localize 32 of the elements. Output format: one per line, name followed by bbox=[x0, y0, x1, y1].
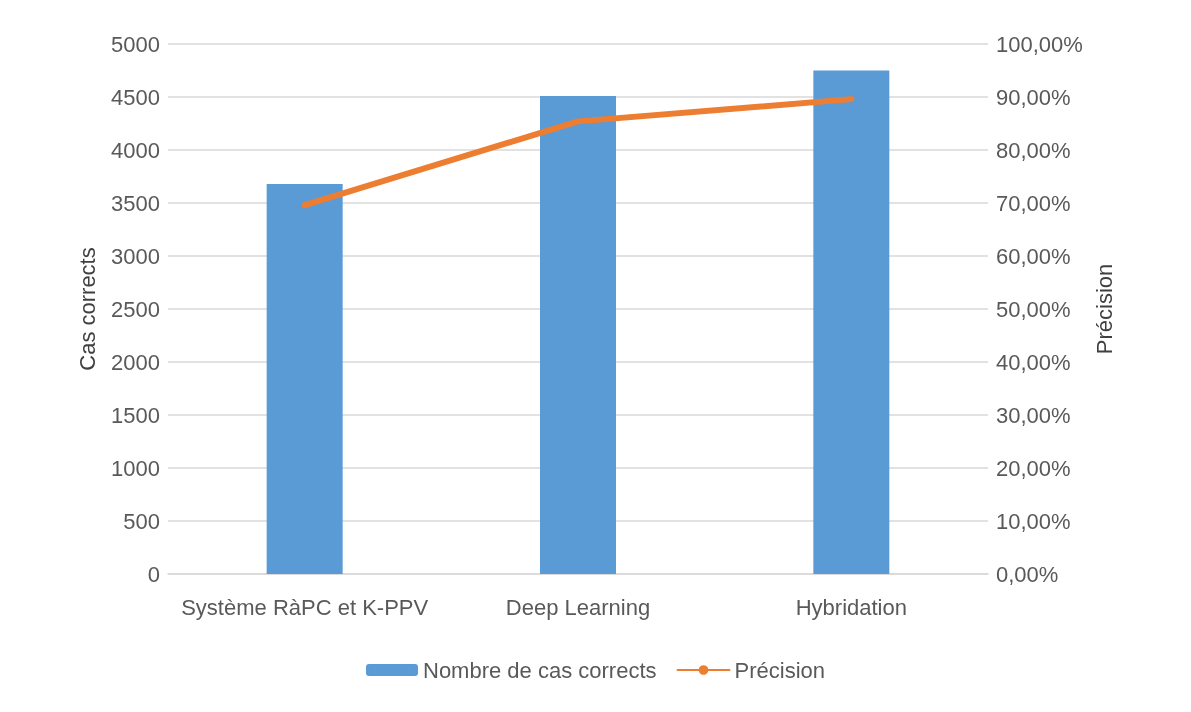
y-tick-label: 5000 bbox=[111, 31, 160, 57]
y2-tick-label: 30,00% bbox=[996, 402, 1071, 428]
y2-tick-label: 50,00% bbox=[996, 296, 1071, 322]
y-tick-label: 0 bbox=[147, 561, 160, 587]
y2-tick-label: 90,00% bbox=[996, 84, 1071, 110]
y-tick-label: 1500 bbox=[111, 402, 160, 428]
x-tick-label: Deep Learning bbox=[505, 594, 651, 620]
x-tick-label: Système RàPC et K-PPV bbox=[181, 594, 429, 620]
legend-label: Précision bbox=[734, 657, 826, 683]
y2-tick-label: 40,00% bbox=[996, 349, 1071, 375]
y-tick-label: 2000 bbox=[111, 349, 160, 375]
y-tick-label: 500 bbox=[123, 508, 160, 534]
y-tick-label: 2500 bbox=[111, 296, 160, 322]
y-axis-title: Cas corrects bbox=[74, 247, 100, 371]
y-tick-label: 4500 bbox=[111, 84, 160, 110]
y-tick-label: 4000 bbox=[111, 137, 160, 163]
y2-tick-label: 70,00% bbox=[996, 190, 1071, 216]
bar bbox=[266, 183, 343, 574]
y2-axis-title: Précision bbox=[1092, 263, 1118, 355]
y2-tick-label: 80,00% bbox=[996, 137, 1071, 163]
bar bbox=[813, 70, 890, 574]
bar bbox=[540, 95, 616, 574]
y2-tick-label: 20,00% bbox=[996, 455, 1071, 481]
legend-label: Nombre de cas corrects bbox=[423, 657, 657, 683]
y2-tick-label: 60,00% bbox=[996, 243, 1071, 269]
x-tick-label: Hybridation bbox=[795, 594, 907, 620]
y2-tick-label: 100,00% bbox=[996, 31, 1083, 57]
y-tick-label: 3000 bbox=[111, 243, 160, 269]
y2-tick-label: 0,00% bbox=[996, 561, 1059, 587]
y-tick-label: 3500 bbox=[111, 190, 160, 216]
y-tick-label: 1000 bbox=[111, 455, 160, 481]
y2-tick-label: 10,00% bbox=[996, 508, 1071, 534]
